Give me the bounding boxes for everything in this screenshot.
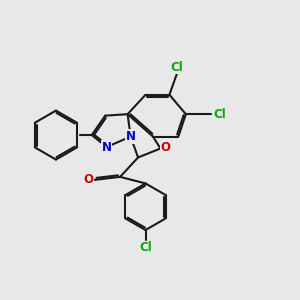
Text: Cl: Cl (213, 108, 226, 121)
Text: O: O (161, 140, 171, 154)
Text: O: O (83, 173, 93, 186)
Text: Cl: Cl (139, 242, 152, 254)
Text: Cl: Cl (170, 61, 183, 74)
Text: N: N (102, 140, 112, 154)
Text: N: N (126, 130, 136, 143)
